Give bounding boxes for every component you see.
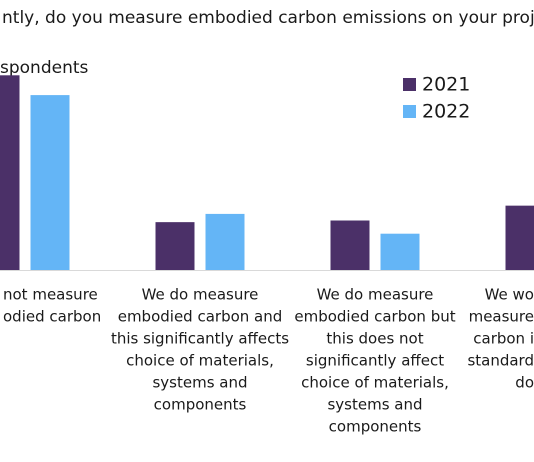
x-tick-label: embodied carbon and bbox=[118, 308, 283, 326]
x-tick-label: measure bbox=[469, 308, 534, 326]
chart-subtitle: spondents bbox=[0, 58, 89, 78]
bar bbox=[380, 233, 420, 270]
legend-label: 2022 bbox=[422, 101, 470, 123]
x-tick-label: systems and bbox=[152, 374, 247, 392]
x-tick-label: systems and bbox=[327, 396, 422, 414]
x-tick-label: not measure bbox=[3, 286, 98, 304]
bar bbox=[155, 222, 195, 270]
x-tick-label: We wo bbox=[485, 286, 534, 304]
bar bbox=[505, 205, 534, 270]
bar bbox=[30, 95, 70, 270]
legend-swatch bbox=[403, 105, 416, 118]
x-tick-label: choice of materials, bbox=[126, 352, 274, 370]
x-tick-label: this significantly affects bbox=[111, 330, 289, 348]
x-tick-label: this does not bbox=[326, 330, 423, 348]
legend-label: 2021 bbox=[422, 74, 470, 96]
x-tick-label: components bbox=[154, 396, 247, 414]
x-tick-label: We do measure bbox=[317, 286, 434, 304]
bar bbox=[330, 220, 370, 270]
x-tick-label: significantly affect bbox=[306, 352, 444, 370]
bar bbox=[205, 213, 245, 270]
legend-swatch bbox=[403, 78, 416, 91]
x-tick-label: odied carbon bbox=[3, 308, 101, 326]
x-tick-label: standard bbox=[467, 352, 534, 370]
x-tick-label: embodied carbon but bbox=[294, 308, 455, 326]
x-tick-label: choice of materials, bbox=[301, 374, 449, 392]
x-tick-label: components bbox=[329, 418, 422, 436]
x-tick-label: We do measure bbox=[142, 286, 259, 304]
chart-title: ntly, do you measure embodied carbon emi… bbox=[2, 8, 534, 28]
bar bbox=[0, 75, 20, 270]
x-tick-label: do bbox=[515, 374, 534, 392]
x-tick-label: carbon i bbox=[473, 330, 534, 348]
